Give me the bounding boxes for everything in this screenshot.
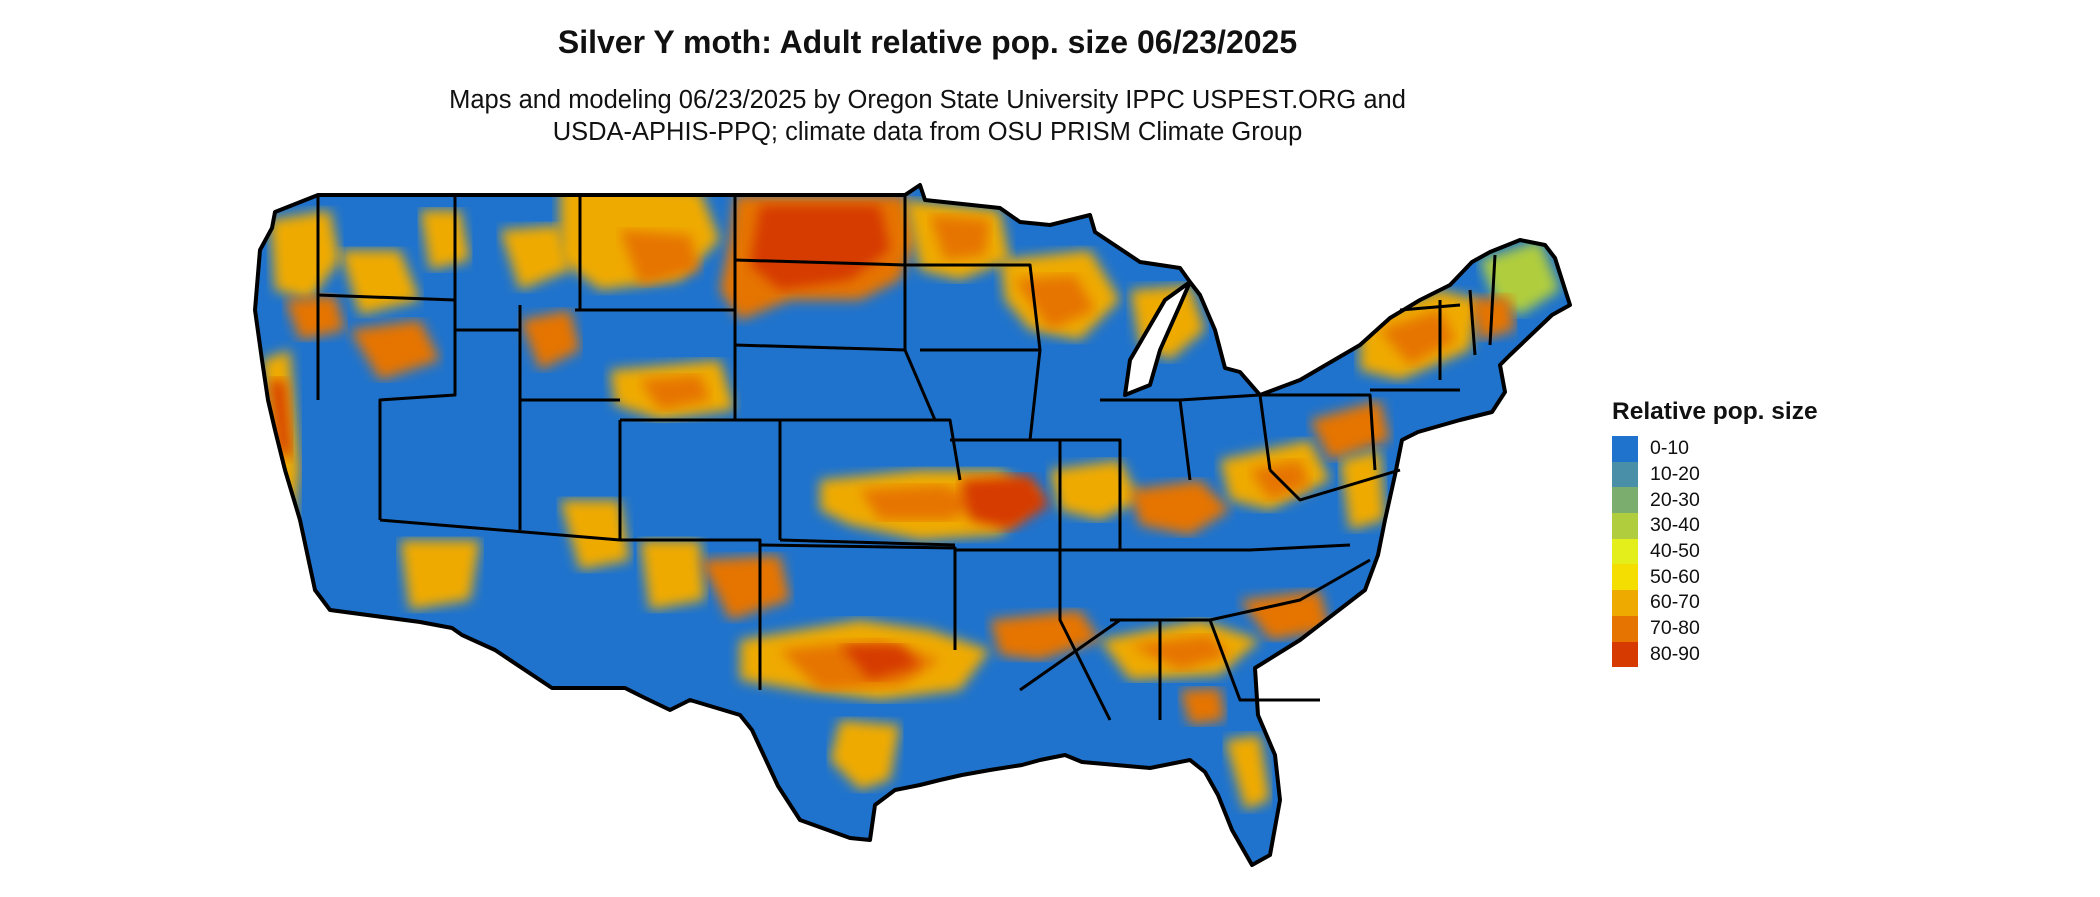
population-zone (860, 485, 990, 520)
population-zone (1130, 480, 1230, 535)
population-zone (700, 555, 790, 620)
legend-item: 60-70 (1612, 590, 1818, 616)
legend-swatch (1612, 641, 1638, 668)
map-subtitle: Maps and modeling 06/23/2025 by Oregon S… (0, 84, 1855, 148)
population-zone (285, 295, 345, 340)
population-zone (830, 720, 900, 790)
population-zone (1015, 275, 1095, 330)
legend-item: 30-40 (1612, 513, 1818, 539)
population-zone (1180, 688, 1225, 725)
population-zone (1380, 310, 1455, 365)
state-border (1030, 438, 1122, 550)
population-zone (640, 375, 710, 410)
legend-item: 10-20 (1612, 461, 1818, 488)
population-heatmap (255, 185, 1570, 865)
state-border (1488, 254, 1497, 346)
state-border (1058, 550, 1112, 721)
map-title: Silver Y moth: Adult relative pop. size … (557, 24, 1298, 60)
state-border (1019, 618, 1121, 692)
population-zone (1225, 735, 1270, 810)
population-zone (270, 380, 292, 460)
population-zone (420, 210, 470, 270)
legend-label: 20-30 (1650, 488, 1700, 511)
legend-label: 60-70 (1650, 591, 1700, 614)
legend-label: 0-10 (1650, 437, 1690, 460)
state-border (920, 348, 1042, 441)
population-zone (1130, 635, 1230, 670)
state-border (378, 330, 457, 520)
population-zone (960, 475, 1050, 530)
state-border (779, 538, 956, 547)
legend-title: Relative pop. size (1612, 398, 1818, 425)
population-zone (1050, 460, 1140, 520)
state-border (905, 263, 1042, 351)
legend-label: 30-40 (1650, 514, 1700, 537)
legend-item: 70-80 (1612, 615, 1818, 642)
subtitle-line-2: USDA-APHIS-PPQ; climate data from OSU PR… (552, 118, 1303, 146)
population-zone (750, 205, 890, 290)
legend-label: 10-20 (1650, 463, 1700, 486)
state-border (620, 538, 762, 690)
legend-item: 80-90 (1612, 641, 1818, 668)
legend-swatch (1612, 564, 1638, 591)
population-zone (520, 310, 580, 370)
legend-swatch (1612, 538, 1638, 565)
state-border (1399, 303, 1461, 312)
legend-item: 20-30 (1612, 487, 1818, 514)
population-zone (560, 500, 630, 570)
legend-swatch (1612, 590, 1638, 616)
country-outline (253, 183, 1572, 867)
subtitle-line-1: Maps and modeling 06/23/2025 by Oregon S… (449, 86, 1406, 114)
legend-item: 50-60 (1612, 564, 1818, 591)
legend-items: 0-10 10-20 20-30 30-40 40-50 50-60 60-70 70-80 8… (1612, 436, 1818, 668)
legend-swatch (1612, 436, 1638, 462)
legend-swatch (1612, 461, 1638, 488)
population-zone (840, 645, 920, 680)
legend-label: 40-50 (1650, 540, 1700, 563)
legend-swatch (1612, 487, 1638, 514)
state-border (1260, 393, 1377, 471)
state-border (1268, 468, 1401, 502)
state-border (734, 258, 906, 267)
state-boundaries (316, 195, 1497, 721)
legend-swatch (1612, 615, 1638, 642)
legend-label: 80-90 (1650, 642, 1700, 665)
state-border (1208, 619, 1320, 702)
legend: Relative pop. size 0-10 10-20 20-30 30-40 40… (1612, 398, 1818, 668)
legend-item: 0-10 (1612, 436, 1818, 462)
legend-label: 50-60 (1650, 565, 1700, 588)
population-zone (500, 225, 570, 290)
state-border (759, 543, 957, 650)
population-zone (270, 210, 340, 300)
state-border (1209, 558, 1371, 622)
legend-item: 40-50 (1612, 538, 1818, 565)
population-zone (1240, 590, 1330, 640)
population-zone (930, 215, 990, 260)
population-zone (620, 230, 700, 285)
state-border (1120, 543, 1351, 552)
state-border (1468, 289, 1477, 356)
state-border (780, 418, 962, 481)
legend-label: 70-80 (1650, 617, 1700, 640)
population-zone (400, 540, 480, 610)
population-zone (350, 320, 440, 380)
legend-swatch (1612, 513, 1638, 539)
state-border (379, 518, 621, 542)
population-zone (640, 540, 705, 610)
